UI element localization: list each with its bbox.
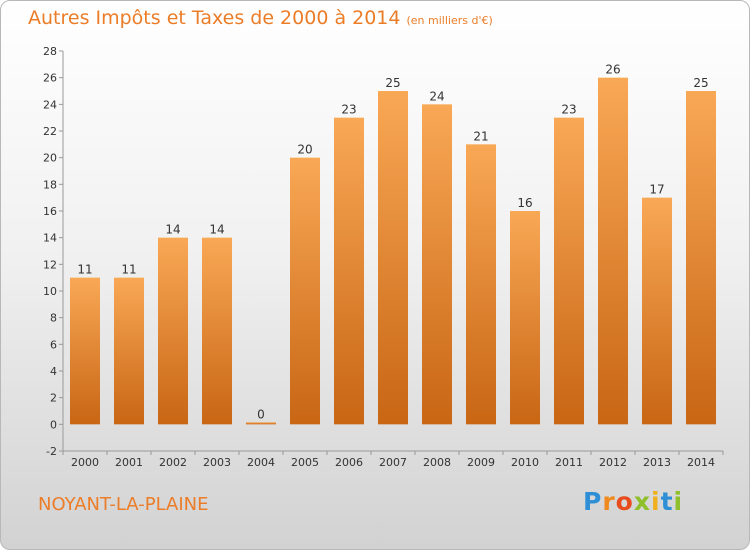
x-tick-label: 2003 <box>203 456 231 469</box>
data-label: 14 <box>165 223 180 237</box>
y-tick-label: 18 <box>43 178 57 191</box>
logo-letter: P <box>583 487 603 516</box>
y-tick-label: 14 <box>43 232 57 245</box>
data-label: 21 <box>473 129 488 143</box>
data-label: 0 <box>257 407 265 421</box>
y-tick-label: 4 <box>50 365 57 378</box>
y-tick-label: 22 <box>43 125 57 138</box>
x-tick-label: 2007 <box>379 456 407 469</box>
x-tick-label: 2000 <box>71 456 99 469</box>
x-tick-label: 2009 <box>467 456 495 469</box>
bar <box>290 157 320 425</box>
x-tick-label: 2005 <box>291 456 319 469</box>
y-tick-label: 12 <box>43 258 57 271</box>
x-tick-label: 2012 <box>599 456 627 469</box>
bar <box>422 104 452 425</box>
bar <box>378 91 408 425</box>
y-tick-label: 28 <box>43 45 57 58</box>
logo-letter: o <box>615 487 634 516</box>
bar <box>466 144 496 425</box>
proxiti-logo: Proxiti <box>583 487 683 516</box>
x-tick-label: 2006 <box>335 456 363 469</box>
data-label: 20 <box>297 143 312 157</box>
y-tick-label: 24 <box>43 98 57 111</box>
y-tick-label: 6 <box>50 338 57 351</box>
data-label: 11 <box>121 263 136 277</box>
data-label: 14 <box>209 223 224 237</box>
data-label: 25 <box>693 76 708 90</box>
bar <box>202 237 232 425</box>
y-tick-label: 20 <box>43 152 57 165</box>
value-labels: 11 11 14 14 0 20 23 25 24 21 16 23 26 17 25 <box>77 63 708 422</box>
bar <box>246 422 276 425</box>
logo-letter: i <box>651 487 661 516</box>
chart-subtitle: (en milliers d'€) <box>406 14 493 27</box>
bars <box>70 77 716 425</box>
y-tick-label: 2 <box>50 392 57 405</box>
x-tick-label: 2013 <box>643 456 671 469</box>
bar <box>510 211 540 425</box>
title-text: Autres Impôts et Taxes de 2000 à 2014 <box>28 7 401 29</box>
x-tick-label: 2014 <box>687 456 715 469</box>
logo-letter: t <box>660 487 674 516</box>
data-label: 17 <box>649 183 664 197</box>
x-tick-label: 2004 <box>247 456 275 469</box>
y-tick-label: 8 <box>50 312 57 325</box>
bar <box>598 77 628 425</box>
y-tick-label: 16 <box>43 205 57 218</box>
data-label: 11 <box>77 263 92 277</box>
bar <box>334 117 364 425</box>
logo-letter: r <box>602 487 616 516</box>
x-tick-label: 2010 <box>511 456 539 469</box>
bar <box>158 237 188 425</box>
bar <box>114 277 144 425</box>
bar <box>70 277 100 425</box>
y-tick-label: 10 <box>43 285 57 298</box>
data-label: 16 <box>517 196 532 210</box>
bar <box>642 197 672 425</box>
y-tick-label: 0 <box>50 418 57 431</box>
bar <box>554 117 584 425</box>
x-tick-label: 2002 <box>159 456 187 469</box>
logo-letter: x <box>633 487 651 516</box>
y-tick-label: 26 <box>43 72 57 85</box>
data-label: 25 <box>385 76 400 90</box>
x-tick-label: 2011 <box>555 456 583 469</box>
x-tick-label: 2001 <box>115 456 143 469</box>
data-label: 23 <box>561 103 576 117</box>
x-tick-label: 2008 <box>423 456 451 469</box>
logo-letter: i <box>673 487 684 516</box>
data-label: 24 <box>429 89 444 103</box>
y-tick-label: -2 <box>46 445 57 458</box>
data-label: 23 <box>341 103 356 117</box>
bar <box>686 91 716 425</box>
data-label: 26 <box>605 63 620 77</box>
chart-title: Autres Impôts et Taxes de 2000 à 2014 (en… <box>28 7 493 29</box>
x-axis: 2000 2001 2002 2003 2004 2005 2006 2007 2008 2009… <box>62 450 724 469</box>
commune-name: NOYANT-LA-PLAINE <box>38 494 209 515</box>
